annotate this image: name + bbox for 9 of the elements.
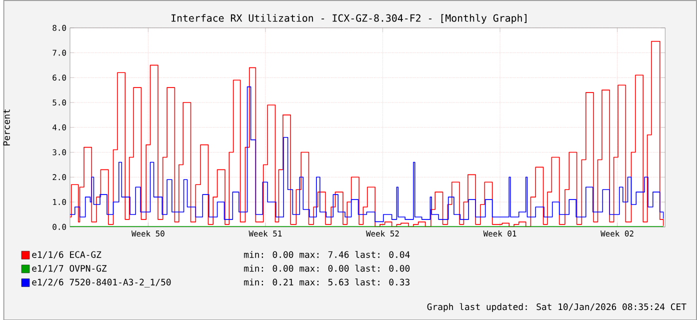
legend-label: e1/1/7 OVPN-GZ — [32, 264, 107, 272]
y-axis-title: Percent — [3, 109, 10, 146]
legend-label: e1/2/6 7520-8401-A3-2_1/50 — [32, 278, 171, 288]
text: min: 0.21 max: 5.63 last: 0.33 — [244, 278, 410, 286]
text: min: 0.00 max: 7.46 last: 0.04 — [244, 250, 410, 258]
chart-title: Interface RX Utilization - ICX-GZ-8.304-F2 - [Monthly Graph] — [172, 14, 526, 24]
text: Graph last updated: Sat 10/Jan/2026 08:35:24 CET — [427, 302, 686, 312]
text: min: 0.00 max: 0.00 last: 0.00 — [244, 264, 410, 272]
legend-label: e1/1/6 ECA-GZ — [32, 250, 102, 258]
